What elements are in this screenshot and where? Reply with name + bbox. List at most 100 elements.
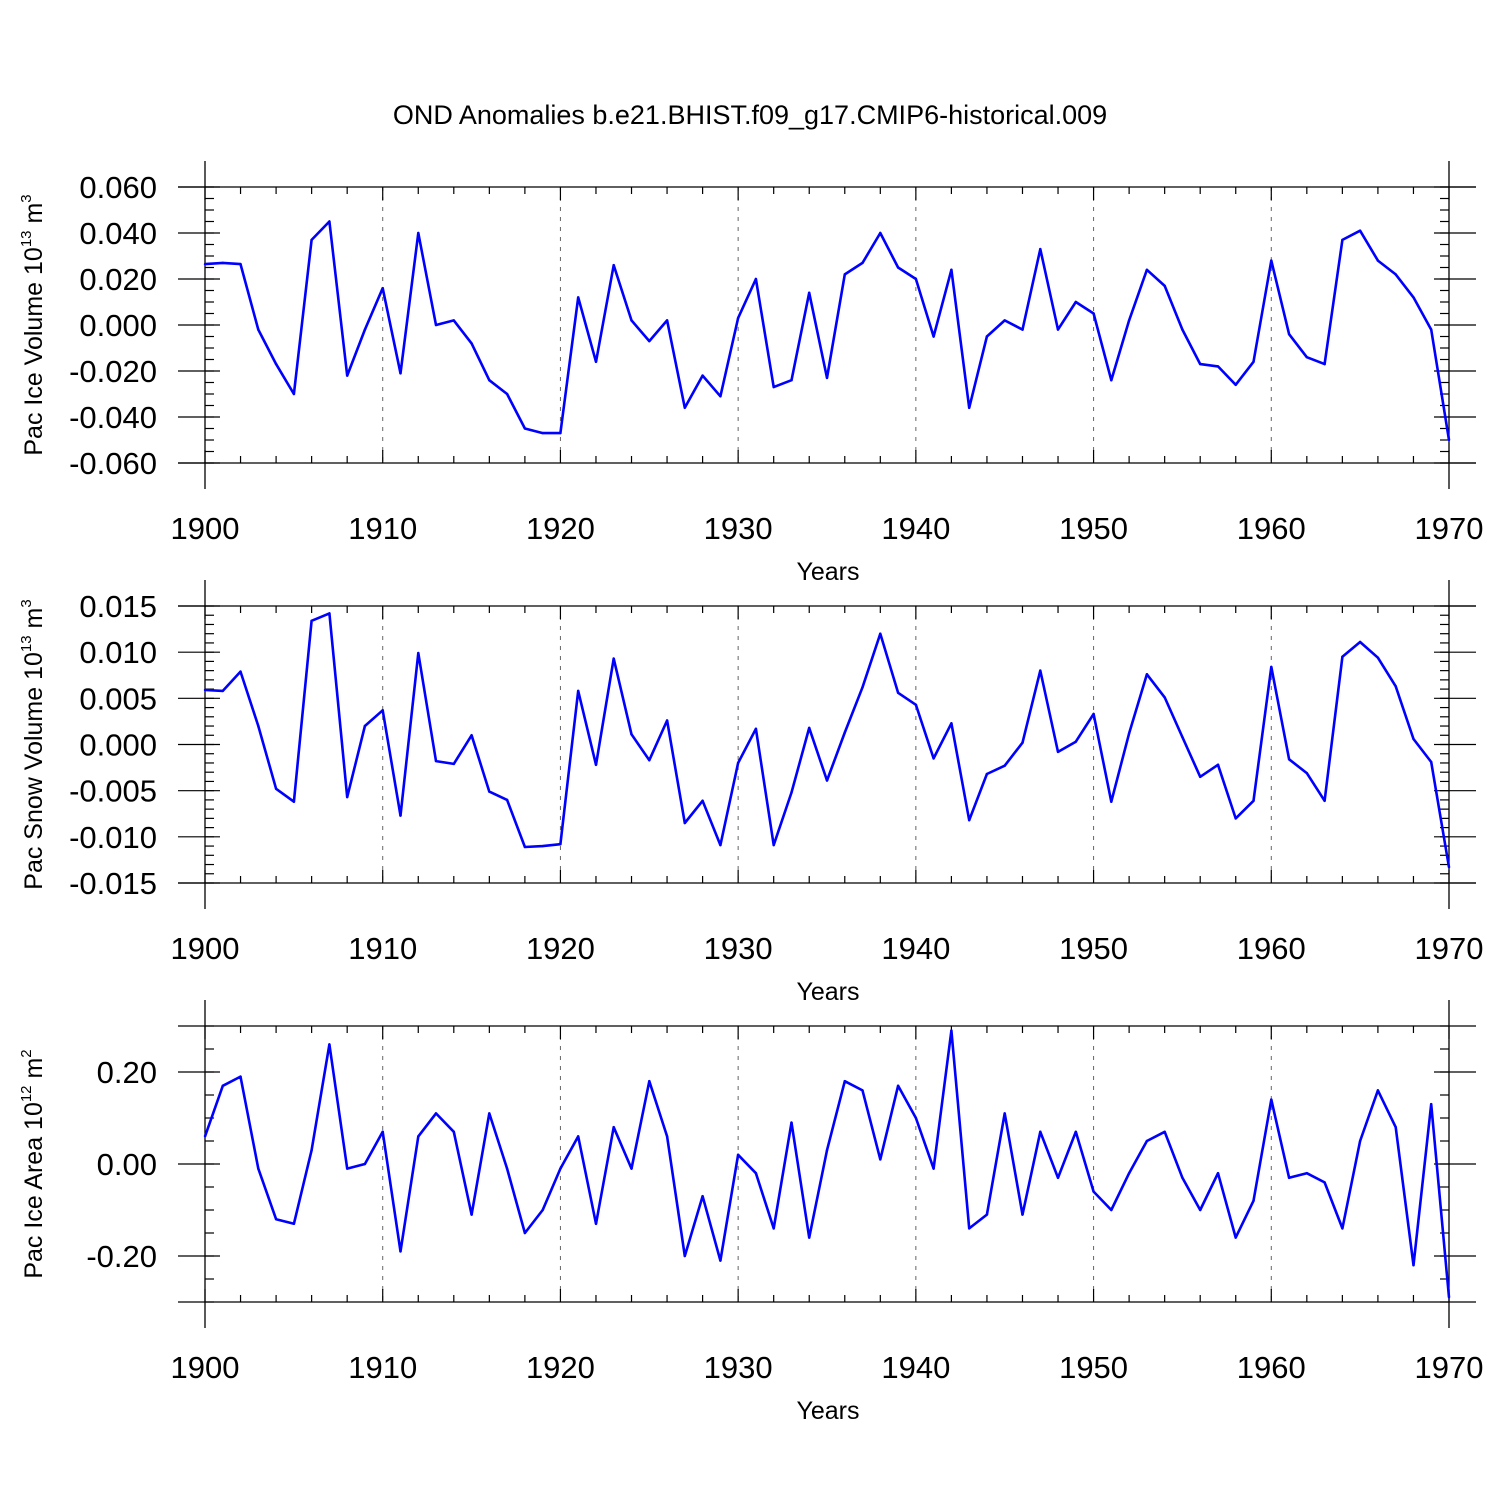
data-point (417, 651, 420, 655)
data-point (790, 1121, 793, 1124)
x-tick-label-1960: 1960 (1237, 1350, 1306, 1385)
data-point (1252, 1199, 1255, 1203)
data-point (1021, 328, 1024, 331)
data-point (1412, 296, 1415, 299)
data-point (328, 612, 331, 615)
data-point (968, 1227, 971, 1230)
chart-title: OND Anomalies b.e21.BHIST.f09_g17.CMIP6-… (393, 100, 1107, 130)
data-point (381, 287, 384, 290)
data-point (1181, 1176, 1184, 1180)
x-tick-label-1970: 1970 (1415, 1350, 1484, 1385)
data-point (559, 843, 562, 846)
x-tick-label-1930: 1930 (704, 1350, 773, 1385)
data-point (1216, 365, 1220, 368)
data-point (1412, 1264, 1415, 1267)
data-point (843, 731, 846, 734)
data-point (1305, 1172, 1309, 1175)
data-point (541, 844, 544, 848)
data-point (665, 319, 669, 322)
x-tick-label-1930: 1930 (704, 511, 773, 546)
data-point (203, 262, 207, 266)
data-point (1003, 1112, 1006, 1115)
series-line-pac-ice-area (203, 1029, 1451, 1298)
data-point (1341, 655, 1344, 658)
data-point (470, 342, 473, 345)
data-point (577, 689, 580, 693)
x-tick-label-1950: 1950 (1059, 1350, 1128, 1385)
data-point (381, 1130, 384, 1134)
data-point (1447, 438, 1451, 442)
data-point (1163, 284, 1166, 288)
y-axis-label-text: Pac Ice Volume 10 (20, 247, 48, 455)
data-point (257, 1167, 260, 1170)
data-point (968, 819, 971, 822)
data-point (1270, 259, 1273, 262)
y-tick-label: -0.060 (69, 446, 157, 481)
data-point (719, 1259, 722, 1262)
y-axis-label-unit-exponent: 2 (18, 1049, 35, 1057)
data-point (1092, 1190, 1095, 1193)
y-axis-label: Pac Ice Area 1012 m2 (18, 1049, 48, 1278)
data-point (1110, 1208, 1113, 1212)
data-point (1163, 696, 1166, 699)
data-point (363, 1162, 367, 1166)
data-point (1216, 763, 1220, 766)
data-point (1145, 673, 1149, 676)
data-point (1074, 740, 1078, 743)
x-tick-label-1960: 1960 (1237, 931, 1306, 966)
data-point (346, 374, 349, 377)
data-point (1252, 360, 1255, 363)
data-point (914, 703, 918, 706)
data-point (257, 724, 260, 728)
data-point (1021, 741, 1024, 744)
x-tick-label-1960: 1960 (1237, 511, 1306, 546)
y-tick-label: -0.005 (69, 774, 157, 809)
data-point (772, 385, 775, 389)
data-point (434, 1112, 438, 1115)
data-point (1145, 268, 1149, 271)
data-point (488, 379, 491, 382)
data-point (434, 759, 438, 763)
data-point (1056, 750, 1060, 754)
data-point (239, 670, 242, 673)
data-point (879, 1158, 882, 1161)
y-tick-label: 0.00 (97, 1147, 157, 1182)
data-point (1323, 799, 1326, 802)
data-point (541, 431, 544, 435)
x-tick-label-1910: 1910 (348, 1350, 417, 1385)
data-point (1199, 1208, 1202, 1212)
y-tick-label: -0.020 (69, 354, 157, 389)
data-point (488, 1112, 491, 1115)
data-point (772, 1227, 775, 1230)
data-point (310, 238, 313, 242)
data-point (861, 261, 864, 265)
data-point (577, 296, 580, 299)
y-axis-label-unit: m (20, 608, 48, 636)
data-point (1092, 312, 1095, 315)
data-point (310, 619, 313, 622)
data-point (1181, 735, 1184, 739)
data-point (754, 727, 758, 730)
y-axis-label-exponent: 13 (18, 230, 35, 247)
data-point (328, 1043, 331, 1046)
x-tick-label-1900: 1900 (171, 511, 240, 546)
data-point (719, 843, 722, 847)
data-point (1287, 758, 1291, 761)
data-point (1234, 383, 1237, 386)
data-point (470, 1213, 473, 1216)
data-point (1216, 1172, 1220, 1175)
data-point (630, 733, 633, 736)
data-point (932, 757, 935, 760)
data-point (523, 845, 527, 849)
y-tick-label: 0.040 (79, 216, 157, 251)
data-point (1358, 1139, 1362, 1143)
data-point (648, 1080, 651, 1083)
y-axis-label-unit: m (20, 203, 48, 231)
data-point (1039, 247, 1042, 251)
data-point (825, 1149, 829, 1152)
data-point (1358, 229, 1362, 232)
data-point (914, 277, 918, 281)
data-point (203, 688, 207, 692)
x-tick-label-1900: 1900 (171, 931, 240, 966)
data-point (1234, 1236, 1237, 1239)
